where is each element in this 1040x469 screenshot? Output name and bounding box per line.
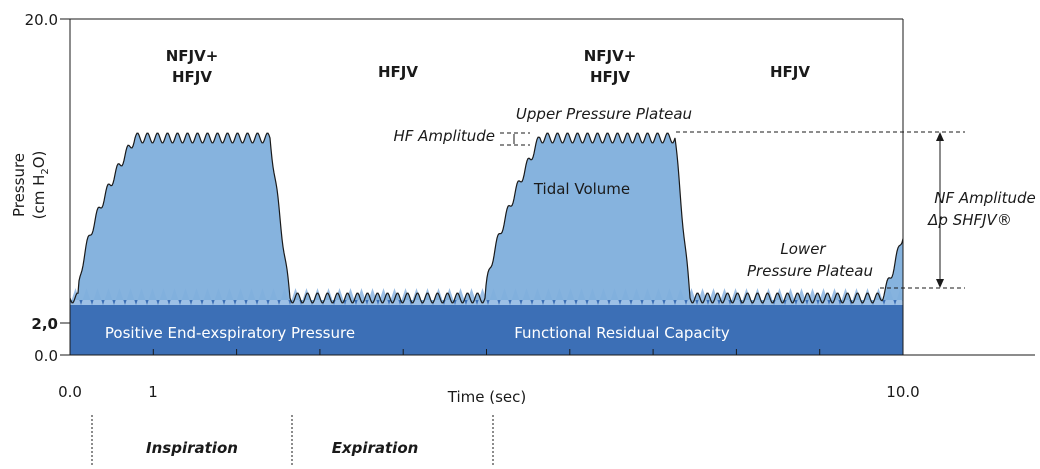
- region: HFJV: [378, 63, 418, 81]
- x-tick: 1: [148, 383, 158, 401]
- annotation: Δp SHFJV®: [927, 211, 1012, 229]
- region: HFJV: [770, 63, 810, 81]
- y-tick: 20.0: [25, 11, 58, 29]
- annotation: Pressure Plateau: [747, 262, 873, 280]
- annotation: Functional Residual Capacity: [514, 324, 730, 342]
- annotation: NF Amplitude: [934, 189, 1035, 207]
- x-tick: 10.0: [886, 383, 919, 401]
- y-tick: 0.0: [34, 347, 58, 365]
- y-axis-label: Pressure (cm H2O): [10, 151, 51, 220]
- y-label: Pressure: [10, 153, 28, 217]
- y-tick: 2,0: [31, 315, 58, 333]
- annotation: Upper Pressure Plateau: [516, 105, 692, 123]
- base-band: [70, 300, 903, 355]
- pressure-curve: [69, 132, 904, 304]
- waveforms: [69, 132, 904, 355]
- region: NFJV+: [584, 47, 637, 65]
- x-tick: 0.0: [58, 383, 82, 401]
- light-band: [70, 288, 903, 305]
- x-axis-label: Time (sec): [447, 388, 526, 406]
- axes: [60, 18, 1035, 465]
- region: NFJV+: [166, 47, 219, 65]
- pressure-fill: [70, 133, 903, 303]
- arrowheads: [936, 132, 944, 288]
- annotation: HF Amplitude: [393, 127, 495, 145]
- annotation: Lower: [780, 240, 826, 258]
- annotation: Positive End-exspiratory Pressure: [105, 324, 355, 342]
- phase: Inspiration: [146, 439, 238, 457]
- annotation: Tidal Volume: [533, 180, 630, 198]
- unit-sub: 2: [40, 168, 51, 174]
- unit: (cm H: [30, 175, 48, 220]
- phase: Expiration: [332, 439, 419, 457]
- region: HFJV: [590, 68, 630, 86]
- region: HFJV: [172, 68, 212, 86]
- y-label-unit: (cm H2O): [30, 151, 51, 220]
- unit: O): [30, 151, 48, 169]
